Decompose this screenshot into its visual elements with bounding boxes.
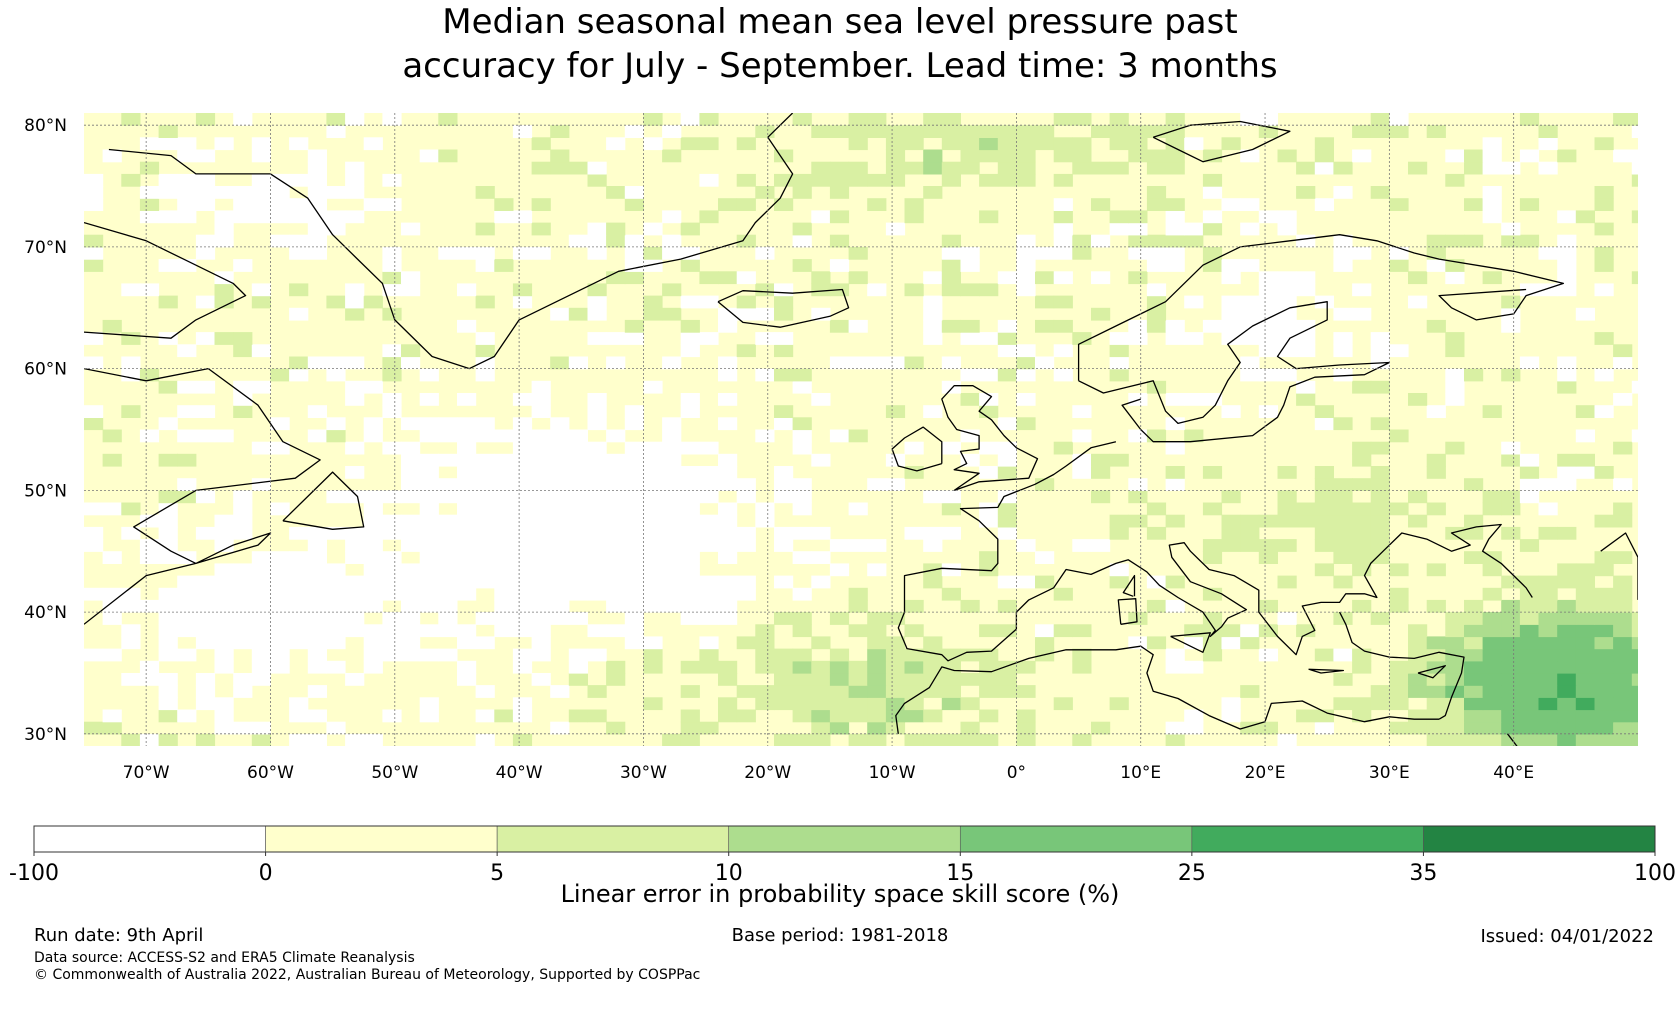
longitude-label: 70°W — [123, 763, 170, 783]
graticule — [84, 113, 1638, 746]
longitude-label: 0° — [1007, 763, 1026, 783]
colorbar: -100 0 5 10 15 25 35 100 — [9, 825, 1676, 886]
base-period: Base period: 1981-2018 — [731, 925, 949, 946]
colorbar-tick-label: 25 — [1178, 861, 1206, 886]
latitude-label: 60°N — [24, 360, 67, 380]
colorbar-segment — [265, 825, 498, 853]
data-source: Data source: ACCESS-S2 and ERA5 Climate … — [34, 950, 415, 966]
longitude-label: 30°W — [620, 763, 667, 783]
colorbar-segment — [1423, 825, 1656, 853]
skill-score-field — [84, 113, 1638, 746]
colorbar-segment — [1191, 825, 1424, 853]
latitude-label: 30°N — [24, 725, 67, 745]
latitude-labels: 80°N 70°N 60°N 50°N 40°N 30°N — [24, 116, 67, 745]
longitude-label: 20°W — [744, 763, 791, 783]
colorbar-segment — [496, 825, 730, 853]
chart-title: Median seasonal mean sea level pressure … — [0, 0, 1680, 88]
longitude-label: 60°W — [247, 763, 294, 783]
colorbar-tick-label: 5 — [490, 861, 504, 886]
longitude-label: 40°W — [496, 763, 543, 783]
longitude-labels: 70°W 60°W 50°W 40°W 30°W 20°W 10°W 0° 10°E 20°E 30… — [123, 763, 1534, 783]
run-date: Run date: 9th April — [34, 925, 204, 946]
latitude-label: 70°N — [24, 238, 67, 258]
colorbar-segment — [728, 825, 961, 853]
colorbar-tick-label: 15 — [946, 861, 974, 886]
colorbar-tick-label: 10 — [715, 861, 743, 886]
latitude-label: 80°N — [24, 116, 67, 136]
colorbar-tick-label: -100 — [9, 861, 59, 886]
longitude-label: 50°W — [371, 763, 418, 783]
colorbar-tick-label: 0 — [259, 861, 273, 886]
colorbar-segment — [959, 825, 1193, 853]
latitude-label: 40°N — [24, 603, 67, 623]
longitude-label: 10°E — [1120, 763, 1161, 783]
issued-date: Issued: 04/01/2022 — [1480, 926, 1654, 947]
colorbar-tick-label: 100 — [1634, 861, 1676, 886]
longitude-label: 20°E — [1245, 763, 1286, 783]
colorbar-segment — [33, 825, 266, 853]
title-line-1: Median seasonal mean sea level pressure … — [442, 2, 1238, 42]
latitude-label: 50°N — [24, 481, 67, 501]
title-line-2: accuracy for July - September. Lead time… — [402, 46, 1278, 86]
longitude-label: 40°E — [1493, 763, 1534, 783]
colorbar-label: Linear error in probability space skill … — [560, 880, 1120, 908]
colorbar-tick-label: 35 — [1409, 861, 1437, 886]
copyright: © Commonwealth of Australia 2022, Austra… — [34, 967, 701, 983]
longitude-label: 10°W — [869, 763, 916, 783]
longitude-label: 30°E — [1369, 763, 1410, 783]
